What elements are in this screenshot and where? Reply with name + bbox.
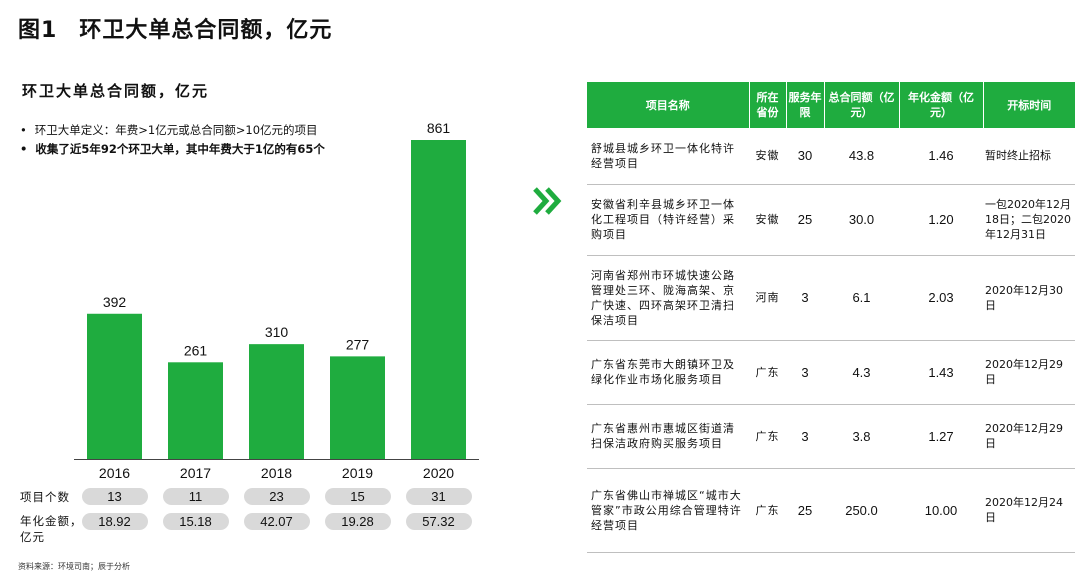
table-row: 广东省惠州市惠城区街道清扫保洁政府购买服务项目 广东 3 3.8 1.27 20… — [587, 404, 1075, 469]
double-chevron-right-icon — [533, 187, 562, 215]
chart-subtitle: 环卫大单总合同额，亿元 — [22, 82, 210, 100]
cell-project-name: 舒城县城乡环卫一体化特许经营项目 — [587, 128, 749, 185]
bar-value-label: 392 — [103, 294, 127, 310]
header-annual-amount: 年化金额（亿元） — [899, 82, 984, 128]
row-label-amount-1: 年化金额， — [20, 514, 83, 528]
annual-amount-pill: 18.92 — [81, 513, 148, 530]
cell-service-years: 30 — [786, 128, 824, 185]
bar — [411, 140, 466, 459]
table-row: 河南省郑州市环城快速公路管理处三环、陇海高架、京广快速、四环高架环卫清扫保洁项目… — [587, 255, 1075, 341]
table-row: 安徽省利辛县城乡环卫一体化工程项目（特许经营）采购项目 安徽 25 30.0 1… — [587, 184, 1075, 256]
annual-amount-pill: 19.28 — [324, 513, 391, 530]
cell-project-name: 安徽省利辛县城乡环卫一体化工程项目（特许经营）采购项目 — [587, 184, 749, 256]
x-tick-label: 2020 — [423, 465, 454, 481]
figure-title-text: 环卫大单总合同额，亿元 — [79, 18, 333, 43]
cell-bid-time: 2020年12月29日 — [983, 404, 1075, 469]
bar-value-label: 261 — [184, 342, 208, 358]
cell-bid-time: 2020年12月24日 — [983, 468, 1075, 553]
header-project-name: 项目名称 — [587, 82, 750, 128]
cell-bid-time: 2020年12月29日 — [983, 340, 1075, 405]
bullet-definition: 环卫大单定义：年费>1亿元或总合同额>10亿元的项目 — [20, 121, 325, 140]
x-tick-label: 2019 — [342, 465, 373, 481]
header-bid-time: 开标时间 — [983, 82, 1075, 128]
cell-service-years: 3 — [786, 340, 824, 405]
annual-amount-pill: 57.32 — [405, 513, 472, 530]
cell-annual-amount: 1.27 — [899, 404, 983, 469]
x-tick-label: 2018 — [261, 465, 292, 481]
cell-province: 广东 — [749, 340, 786, 405]
cell-total-contract: 3.8 — [824, 404, 899, 469]
cell-annual-amount: 1.20 — [899, 184, 983, 256]
bar — [249, 344, 304, 459]
cell-total-contract: 4.3 — [824, 340, 899, 405]
x-tick-label: 2016 — [99, 465, 130, 481]
bar-value-label: 277 — [346, 336, 370, 352]
project-count-pill: 13 — [81, 488, 148, 505]
project-table: 项目名称 所在省份 服务年限 总合同额（亿元） 年化金额（亿元） 开标时间 舒城… — [587, 82, 1075, 553]
cell-annual-amount: 10.00 — [899, 468, 983, 553]
bar-value-label: 861 — [427, 120, 451, 136]
row-label-amount-2: 亿元 — [20, 530, 45, 544]
bar — [87, 313, 142, 459]
table-row: 舒城县城乡环卫一体化特许经营项目 安徽 30 43.8 1.46 暂时终止招标 — [587, 128, 1075, 185]
cell-total-contract: 43.8 — [824, 128, 899, 185]
annual-amount-pill: 42.07 — [243, 513, 310, 530]
cell-service-years: 25 — [786, 468, 824, 553]
cell-annual-amount: 1.46 — [899, 128, 983, 185]
figure-number: 图1 — [18, 18, 58, 43]
header-service-years: 服务年限 — [786, 82, 825, 128]
cell-service-years: 3 — [786, 255, 824, 341]
cell-project-name: 河南省郑州市环城快速公路管理处三环、陇海高架、京广快速、四环高架环卫清扫保洁项目 — [587, 255, 749, 341]
figure-title: 图1 环卫大单总合同额，亿元 — [18, 12, 332, 44]
table-row: 广东省东莞市大朗镇环卫及绿化作业市场化服务项目 广东 3 4.3 1.43 20… — [587, 340, 1075, 405]
cell-province: 广东 — [749, 468, 786, 553]
cell-total-contract: 30.0 — [824, 184, 899, 256]
header-province: 所在省份 — [749, 82, 787, 128]
bar — [168, 362, 223, 459]
bar-value-label: 310 — [265, 324, 289, 340]
header-total-contract: 总合同额（亿元） — [824, 82, 900, 128]
project-count-pill: 11 — [162, 488, 229, 505]
cell-annual-amount: 2.03 — [899, 255, 983, 341]
source-note: 资料来源：环境司南；辰于分析 — [18, 562, 130, 571]
cell-province: 安徽 — [749, 128, 786, 185]
project-count-pill: 15 — [324, 488, 391, 505]
x-tick-label: 2017 — [180, 465, 211, 481]
cell-bid-time: 暂时终止招标 — [983, 128, 1075, 185]
bar — [330, 356, 385, 459]
cell-service-years: 25 — [786, 184, 824, 256]
cell-province: 河南 — [749, 255, 786, 341]
table-row: 广东省佛山市禅城区“城市大管家”市政公用综合管理特许经营项目 广东 25 250… — [587, 468, 1075, 553]
bullet-list: 环卫大单定义：年费>1亿元或总合同额>10亿元的项目 收集了近5年92个环卫大单… — [20, 121, 325, 159]
cell-province: 安徽 — [749, 184, 786, 256]
cell-bid-time: 2020年12月30日 — [983, 255, 1075, 341]
cell-bid-time: 一包2020年12月18日；二包2020年12月31日 — [983, 184, 1075, 256]
bar-chart: 392 2016 261 2017 310 2018 277 2019 861 2020 — [74, 120, 479, 481]
cell-province: 广东 — [749, 404, 786, 469]
cell-annual-amount: 1.43 — [899, 340, 983, 405]
cell-project-name: 广东省东莞市大朗镇环卫及绿化作业市场化服务项目 — [587, 340, 749, 405]
cell-project-name: 广东省惠州市惠城区街道清扫保洁政府购买服务项目 — [587, 404, 749, 469]
cell-project-name: 广东省佛山市禅城区“城市大管家”市政公用综合管理特许经营项目 — [587, 468, 749, 553]
project-count-pill: 31 — [405, 488, 472, 505]
cell-total-contract: 6.1 — [824, 255, 899, 341]
cell-total-contract: 250.0 — [824, 468, 899, 553]
row-label-count: 项目个数 — [20, 490, 70, 504]
annual-amount-pill: 15.18 — [162, 513, 229, 530]
cell-service-years: 3 — [786, 404, 824, 469]
bullet-summary: 收集了近5年92个环卫大单，其中年费大于1亿的有65个 — [20, 140, 325, 159]
project-count-pill: 23 — [243, 488, 310, 505]
